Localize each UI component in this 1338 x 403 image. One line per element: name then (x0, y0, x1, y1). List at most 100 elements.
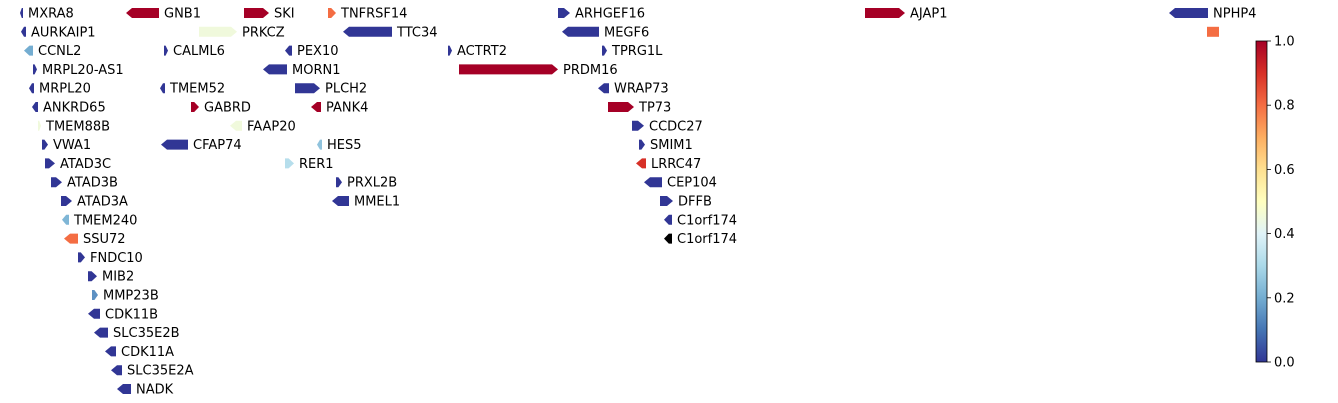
gene-arrow-prxl2b-39 (336, 177, 342, 188)
gene-arrow-wrap73-23 (598, 83, 609, 94)
gene-label-mxra8-0: MXRA8 (28, 7, 74, 22)
gene-arrow-aurkaip1-7 (21, 26, 26, 37)
gene-label-gabrd-25: GABRD (204, 101, 251, 116)
gene-label-cep104-40: CEP104 (667, 176, 717, 191)
gene-label-slc35e2a-54: SLC35E2A (127, 364, 194, 379)
gene-arrow-unlabeled-11 (1207, 26, 1219, 37)
gene-arrow-vwa1-31 (42, 139, 48, 150)
colorbar-tick-label-1: 0.2 (1274, 291, 1295, 306)
gene-arrow-cep104-40 (644, 177, 662, 188)
gene-arrow-mxra8-0 (20, 8, 23, 18)
gene-label-dffb-43: DFFB (678, 195, 712, 210)
gene-label-slc35e2b-52: SLC35E2B (113, 326, 180, 341)
gene-arrow-megf6-10 (562, 26, 599, 37)
gene-arrow-cdk11b-51 (88, 308, 100, 319)
gene-arrow-calml6-13 (164, 45, 168, 56)
gene-label-mmp23b-50: MMP23B (103, 289, 159, 304)
gene-label-mrpl20-as1-17: MRPL20-AS1 (42, 63, 124, 78)
gene-arrow-arhgef16-4 (558, 8, 570, 18)
gene-label-pank4-26: PANK4 (326, 101, 368, 116)
gene-arrow-slc35e2b-52 (94, 327, 108, 338)
gene-arrow-mib2-49 (88, 271, 97, 282)
gene-arrow-ski-2 (244, 8, 269, 18)
gene-label-morn1-18: MORN1 (292, 63, 340, 78)
gene-arrow-dffb-43 (660, 196, 673, 206)
colorbar: 0.0 0.2 0.4 0.6 0.8 1.0 (1255, 35, 1295, 371)
gene-label-atad3b-38: ATAD3B (67, 176, 118, 191)
colorbar-tick-label-4: 0.8 (1274, 99, 1295, 114)
gene-arrow-cfap74-32 (161, 139, 188, 150)
gene-arrow-nphp4-6 (1169, 8, 1208, 18)
gene-label-ankrd65-24: ANKRD65 (43, 101, 106, 116)
gene-label-actrt2-15: ACTRT2 (457, 44, 507, 59)
gene-label-c1orf174-45: C1orf174 (677, 213, 737, 228)
colorbar-tick-label-3: 0.6 (1274, 163, 1295, 178)
gene-label-nphp4-6: NPHP4 (1213, 7, 1256, 22)
gene-label-calml6-13: CALML6 (173, 44, 225, 59)
gene-label-tnfrsf14-3: TNFRSF14 (340, 7, 407, 22)
gene-label-hes5-33: HES5 (327, 138, 362, 153)
gene-arrow-atad3b-38 (51, 177, 62, 188)
gene-arrow-tprg1l-16 (602, 45, 607, 56)
gene-label-ccnl2-12: CCNL2 (38, 44, 81, 59)
colorbar-ticks: 0.0 0.2 0.4 0.6 0.8 1.0 (1267, 35, 1295, 371)
gene-label-ttc34-9: TTC34 (396, 25, 438, 40)
gene-label-nadk-55: NADK (136, 383, 174, 398)
gene-arrow-fndc10-48 (78, 252, 85, 263)
gene-label-ajap1-5: AJAP1 (910, 7, 948, 22)
gene-arrow-tmem240-44 (62, 214, 69, 225)
gene-label-vwa1-31: VWA1 (53, 138, 91, 153)
gene-arrow-prdm16-19 (459, 64, 558, 75)
gene-label-gnb1-1: GNB1 (164, 7, 201, 22)
gene-label-wrap73-23: WRAP73 (614, 82, 669, 97)
gene-label-cdk11a-53: CDK11A (121, 345, 174, 360)
gene-arrow-pank4-26 (311, 102, 321, 112)
gene-arrow-mrpl20-20 (29, 83, 34, 94)
gene-features: MXRA8 GNB1 SKI TNFRSF14 ARHGEF16 AJAP1 NPHP4 AU… (20, 7, 1256, 398)
gene-arrow-rer1-36 (285, 158, 294, 169)
gene-label-ski-2: SKI (274, 7, 295, 22)
gene-arrow-mmel1-42 (332, 196, 349, 206)
gene-arrow-ankrd65-24 (32, 102, 38, 112)
gene-label-atad3a-41: ATAD3A (77, 195, 128, 210)
gene-label-ccdc27-30: CCDC27 (649, 119, 703, 134)
gene-arrow-slc35e2a-54 (111, 365, 122, 376)
gene-label-pex10-14: PEX10 (297, 44, 339, 59)
colorbar-tick-label-0: 0.0 (1274, 356, 1295, 371)
gene-arrow-ccnl2-12 (24, 45, 33, 56)
gene-arrow-plch2-22 (295, 83, 320, 94)
gene-arrow-faap20-29 (230, 120, 242, 131)
gene-arrow-actrt2-15 (448, 45, 452, 56)
gene-label-tmem52-21: TMEM52 (169, 82, 225, 97)
gene-arrow-atad3a-41 (61, 196, 72, 206)
gene-label-arhgef16-4: ARHGEF16 (575, 7, 645, 22)
gene-arrow-tmem88b-28 (38, 120, 41, 131)
gene-label-megf6-10: MEGF6 (604, 25, 649, 40)
gene-arrow-atad3c-35 (45, 158, 55, 169)
gene-arrow-nadk-55 (117, 384, 131, 394)
gene-arrow-c1orf174-45 (664, 214, 672, 225)
gene-label-aurkaip1-7: AURKAIP1 (31, 25, 96, 40)
gene-label-tmem240-44: TMEM240 (73, 213, 137, 228)
gene-label-cdk11b-51: CDK11B (105, 307, 158, 322)
gene-label-prxl2b-39: PRXL2B (347, 176, 397, 191)
gene-label-tmem88b-28: TMEM88B (45, 119, 110, 134)
gene-label-c1orf174-47: C1orf174 (677, 232, 737, 247)
colorbar-tick-label-5: 1.0 (1274, 35, 1295, 50)
gene-arrow-tp73-27 (608, 102, 634, 112)
gene-label-tp73-27: TP73 (638, 101, 671, 116)
gene-arrow-hes5-33 (317, 139, 322, 150)
colorbar-gradient (1255, 40, 1268, 363)
gene-arrow-gabrd-25 (191, 102, 199, 112)
gene-arrow-gnb1-1 (126, 8, 159, 18)
gene-arrow-lrrc47-37 (636, 158, 646, 169)
gene-arrow-ccdc27-30 (632, 120, 644, 131)
gene-label-mib2-49: MIB2 (102, 270, 134, 285)
gene-arrow-tmem52-21 (160, 83, 165, 94)
gene-label-lrrc47-37: LRRC47 (651, 157, 701, 172)
gene-label-ssu72-46: SSU72 (83, 232, 126, 247)
gene-arrow-pex10-14 (285, 45, 292, 56)
gene-label-rer1-36: RER1 (299, 157, 334, 172)
gene-arrow-ssu72-46 (64, 233, 78, 244)
